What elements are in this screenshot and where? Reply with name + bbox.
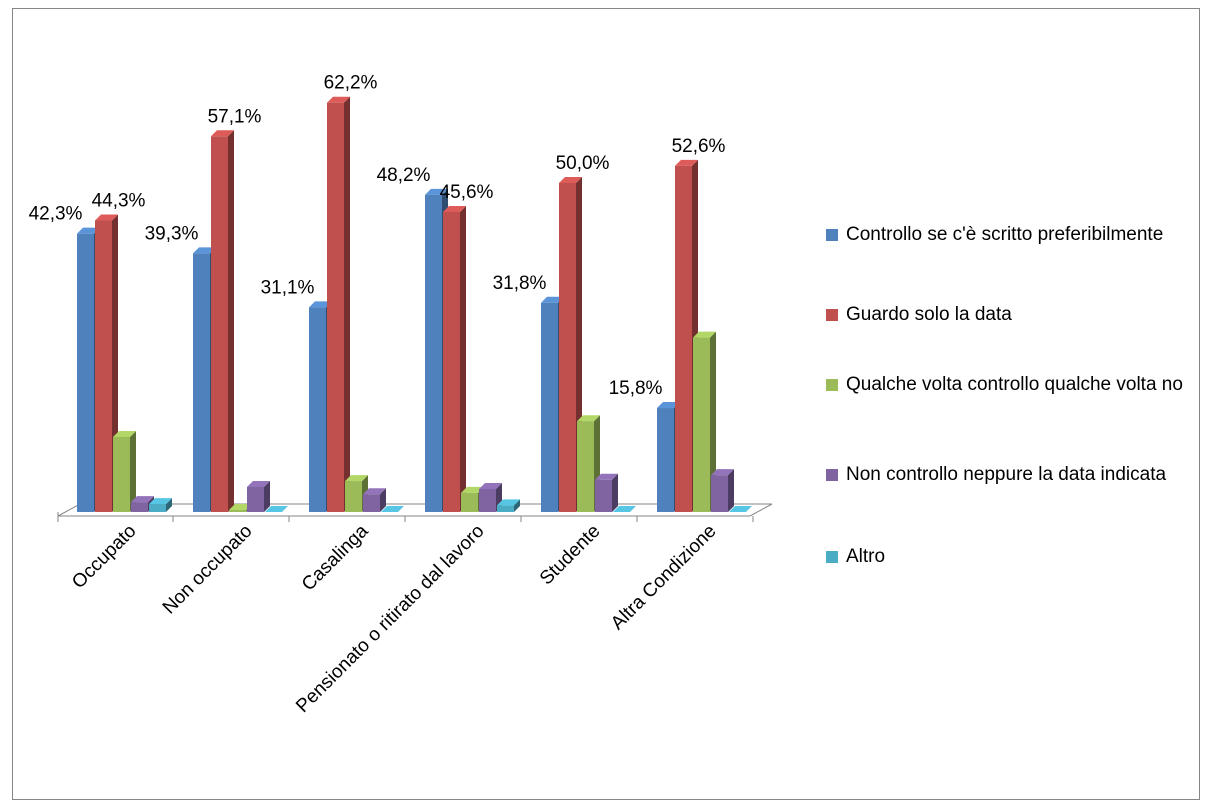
- bar: [363, 494, 380, 512]
- bar-top: [131, 496, 154, 503]
- bar-top: [443, 205, 466, 212]
- bar-side: [264, 480, 270, 512]
- bar-side: [728, 469, 734, 512]
- bar-top: [479, 482, 502, 489]
- data-label: 42,3%: [29, 204, 83, 225]
- bar-side: [612, 473, 618, 512]
- bar-side: [344, 96, 350, 512]
- bar-top: [693, 331, 716, 338]
- legend-swatch: [826, 309, 838, 321]
- bar: [425, 194, 442, 512]
- bar-top: [675, 159, 698, 166]
- chart-border: [12, 8, 1200, 800]
- bar-top: [309, 301, 332, 308]
- bar: [559, 183, 576, 512]
- bar-side: [380, 488, 386, 512]
- bar: [229, 510, 246, 512]
- bar-top: [211, 130, 234, 137]
- bar: [131, 502, 148, 512]
- legend-label: Qualche volta controllo qualche volta no: [846, 374, 1183, 395]
- bar-top: [657, 402, 680, 409]
- legend-item: Non controllo neppure la data indicata: [822, 460, 1196, 490]
- bar: [193, 253, 210, 512]
- bar: [113, 436, 130, 512]
- bar: [577, 421, 594, 512]
- bar-top: [541, 296, 564, 303]
- bar-top: [595, 473, 618, 480]
- bar-top: [77, 227, 100, 234]
- bar-top: [425, 188, 448, 195]
- bar: [657, 408, 674, 512]
- bar-top: [559, 177, 582, 183]
- data-label: 39,3%: [145, 223, 199, 244]
- bar: [309, 307, 326, 512]
- legend-label: Non controllo neppure la data indicata: [846, 464, 1167, 485]
- bar: [345, 481, 362, 512]
- bar: [327, 102, 344, 512]
- data-label: 62,2%: [324, 73, 378, 94]
- bar: [693, 337, 710, 512]
- bar: [247, 486, 264, 512]
- bar-top: [461, 486, 484, 493]
- data-label: 45,6%: [440, 182, 494, 203]
- data-label: 31,1%: [261, 277, 315, 298]
- bar: [77, 233, 94, 512]
- data-label: 44,3%: [92, 191, 146, 212]
- legend-item: Guardo solo la data: [822, 300, 1196, 330]
- legend-label: Altro: [846, 546, 886, 567]
- bar-top: [113, 430, 136, 437]
- bar-top: [729, 506, 752, 512]
- bar-top: [711, 469, 734, 476]
- bar-side: [228, 130, 234, 513]
- bar: [479, 488, 496, 512]
- legend-label: Guardo solo la data: [846, 304, 1012, 325]
- bar-top: [149, 498, 172, 505]
- bar-top: [229, 504, 252, 511]
- bar-top: [327, 96, 350, 103]
- bar: [211, 136, 228, 513]
- bar: [461, 492, 478, 512]
- bar: [711, 475, 728, 512]
- legend-label: Controllo se c'è scritto preferibilmente: [846, 224, 1164, 245]
- legend-swatch: [826, 229, 838, 241]
- legend-item: Qualche volta controllo qualche volta no: [822, 370, 1196, 400]
- legend-item: Altro: [822, 542, 1196, 572]
- data-label: 52,6%: [672, 136, 726, 157]
- bar-top: [345, 475, 368, 482]
- bar-top: [613, 506, 636, 512]
- bar: [149, 504, 166, 512]
- bar-side: [130, 430, 136, 512]
- bar: [541, 302, 558, 512]
- bar-top: [577, 415, 600, 422]
- bar: [497, 505, 514, 512]
- data-label: 31,8%: [493, 273, 547, 294]
- data-label: 50,0%: [556, 153, 610, 174]
- bar: [95, 220, 112, 513]
- bar: [443, 211, 460, 512]
- bar: [675, 165, 692, 512]
- bar-top: [381, 506, 404, 512]
- bar-top: [95, 214, 118, 221]
- bar-side: [166, 498, 172, 512]
- legend-swatch: [826, 469, 838, 481]
- legend-swatch: [826, 379, 838, 391]
- legend-item: Controllo se c'è scritto preferibilmente: [822, 220, 1196, 250]
- bar-top: [265, 506, 288, 512]
- bar-side: [710, 331, 716, 512]
- data-label: 48,2%: [377, 165, 431, 186]
- legend-swatch: [826, 551, 838, 563]
- bar-top: [497, 499, 520, 506]
- bar-top: [363, 488, 386, 495]
- bar-top: [247, 480, 270, 487]
- data-label: 15,8%: [609, 378, 663, 399]
- data-label: 57,1%: [208, 106, 262, 127]
- bar: [595, 479, 612, 512]
- bar-side: [514, 499, 520, 512]
- bar-side: [460, 205, 466, 512]
- bar-top: [193, 247, 216, 254]
